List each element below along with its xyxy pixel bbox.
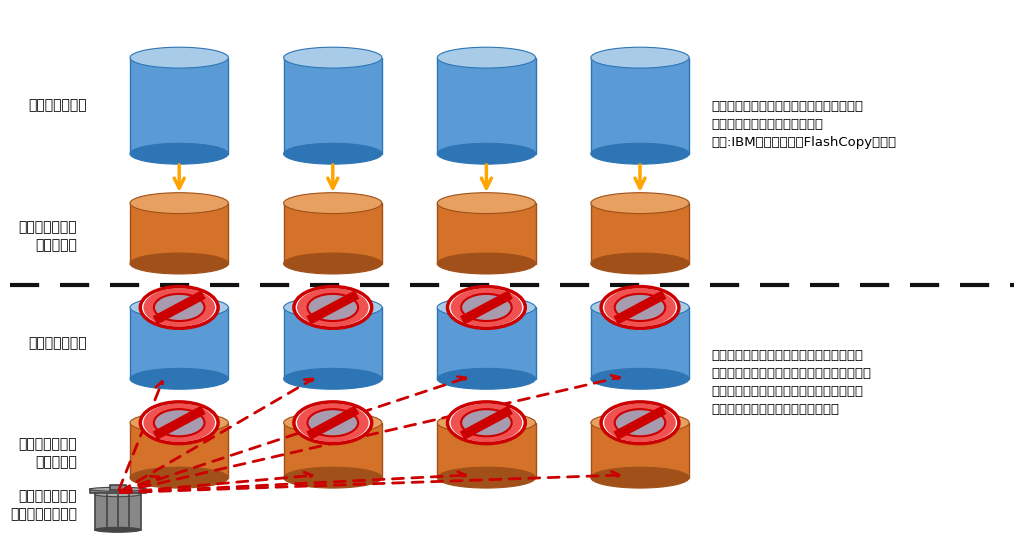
Bar — [130, 307, 228, 379]
Text: ストレージのコピー機能を悪用して、不要
なデータを本番ボリュームやバックアップ・
ボリュームにリストアされると、短時間で
データが破壊され、復旧不能になる: ストレージのコピー機能を悪用して、不要 なデータを本番ボリュームやバックアップ・… — [712, 349, 871, 416]
Bar — [284, 423, 382, 478]
Ellipse shape — [591, 253, 689, 274]
Ellipse shape — [591, 297, 689, 318]
Ellipse shape — [284, 412, 382, 433]
Circle shape — [451, 288, 522, 327]
Bar — [130, 203, 228, 264]
Bar — [284, 307, 382, 379]
Circle shape — [601, 287, 679, 328]
Bar — [437, 203, 536, 264]
Ellipse shape — [591, 193, 689, 214]
Bar — [94, 494, 141, 530]
Bar — [284, 203, 382, 264]
Circle shape — [447, 402, 525, 444]
Ellipse shape — [130, 253, 228, 274]
Ellipse shape — [130, 47, 228, 68]
Circle shape — [614, 294, 666, 321]
Bar — [591, 423, 689, 478]
Text: 瞬時コピー機能や筐体内ミラー機能などの
ストレージ・バックアップ機能
（例:IBMストレージのFlashCopy機能）: 瞬時コピー機能や筐体内ミラー機能などの ストレージ・バックアップ機能 （例:IB… — [712, 100, 897, 149]
Ellipse shape — [130, 193, 228, 214]
Text: 本番ボリューム: 本番ボリューム — [29, 99, 87, 113]
Circle shape — [604, 404, 676, 442]
Ellipse shape — [437, 193, 536, 214]
Ellipse shape — [284, 368, 382, 389]
Text: 不要なデータが
入ったボリューム: 不要なデータが 入ったボリューム — [10, 489, 77, 522]
Circle shape — [307, 294, 358, 321]
Circle shape — [451, 404, 522, 442]
Ellipse shape — [591, 467, 689, 488]
Ellipse shape — [284, 143, 382, 164]
Bar — [90, 489, 146, 493]
Ellipse shape — [437, 467, 536, 488]
Ellipse shape — [437, 47, 536, 68]
Circle shape — [461, 409, 512, 436]
Bar — [130, 58, 228, 154]
Circle shape — [294, 287, 372, 328]
Bar — [591, 203, 689, 264]
Ellipse shape — [437, 412, 536, 433]
Circle shape — [297, 288, 369, 327]
Ellipse shape — [130, 412, 228, 433]
Ellipse shape — [591, 412, 689, 433]
Circle shape — [154, 294, 205, 321]
Ellipse shape — [437, 253, 536, 274]
Text: バックアップ・
ボリューム: バックアップ・ ボリューム — [18, 436, 77, 469]
Ellipse shape — [94, 527, 141, 533]
Ellipse shape — [130, 297, 228, 318]
Circle shape — [294, 402, 372, 444]
Circle shape — [307, 409, 358, 436]
Circle shape — [140, 287, 218, 328]
Ellipse shape — [437, 143, 536, 164]
Ellipse shape — [130, 368, 228, 389]
Circle shape — [614, 409, 666, 436]
Circle shape — [143, 404, 215, 442]
Ellipse shape — [130, 143, 228, 164]
Bar — [284, 58, 382, 154]
Bar — [130, 423, 228, 478]
Ellipse shape — [130, 467, 228, 488]
Ellipse shape — [437, 297, 536, 318]
Bar — [437, 423, 536, 478]
Ellipse shape — [284, 193, 382, 214]
Ellipse shape — [284, 467, 382, 488]
Bar — [437, 58, 536, 154]
Ellipse shape — [284, 253, 382, 274]
Ellipse shape — [591, 368, 689, 389]
Ellipse shape — [437, 368, 536, 389]
Ellipse shape — [591, 47, 689, 68]
Circle shape — [140, 402, 218, 444]
Ellipse shape — [284, 47, 382, 68]
Ellipse shape — [90, 488, 146, 491]
Ellipse shape — [94, 492, 141, 497]
Circle shape — [154, 409, 205, 436]
Ellipse shape — [591, 143, 689, 164]
Text: バックアップ・
ボリューム: バックアップ・ ボリューム — [18, 220, 77, 253]
Circle shape — [461, 294, 512, 321]
Circle shape — [447, 287, 525, 328]
Text: 本番ボリューム: 本番ボリューム — [29, 336, 87, 350]
Circle shape — [604, 288, 676, 327]
Ellipse shape — [284, 297, 382, 318]
Bar — [591, 307, 689, 379]
Bar — [110, 485, 126, 490]
Bar — [591, 58, 689, 154]
Circle shape — [143, 288, 215, 327]
Circle shape — [297, 404, 369, 442]
Circle shape — [601, 402, 679, 444]
Bar — [437, 307, 536, 379]
